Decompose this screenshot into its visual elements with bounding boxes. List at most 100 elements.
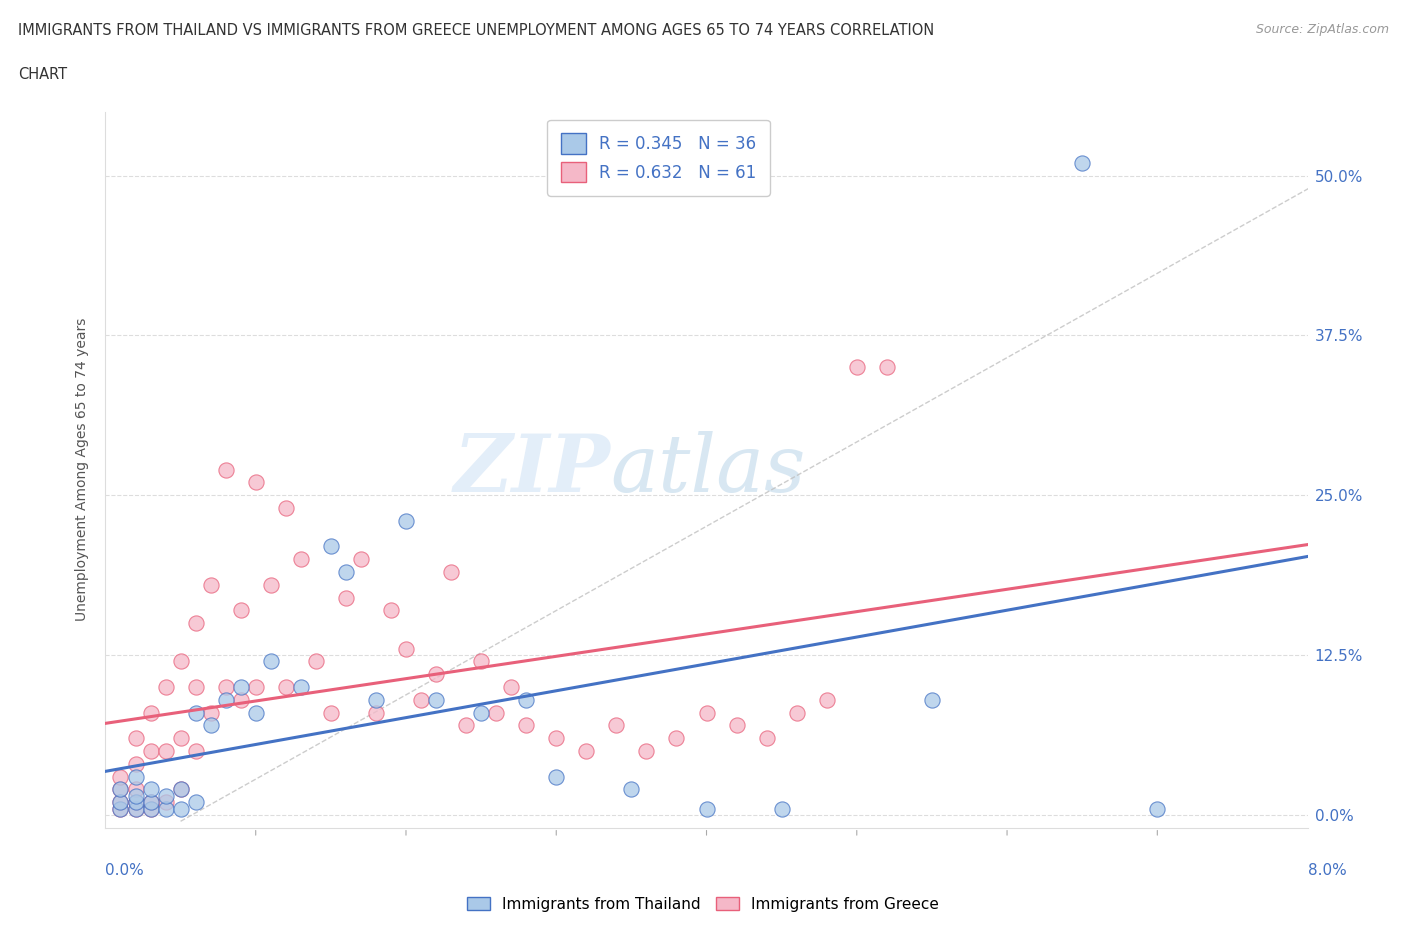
Point: [350, 551, 373, 566]
Point: [124, 794, 146, 809]
Point: [501, 680, 523, 695]
Text: CHART: CHART: [18, 67, 67, 82]
Point: [546, 731, 568, 746]
Point: [786, 705, 808, 720]
Point: [124, 782, 146, 797]
Point: [921, 692, 943, 708]
Point: [169, 782, 191, 797]
Point: [620, 782, 643, 797]
Point: [169, 731, 191, 746]
Point: [214, 462, 236, 477]
Point: [155, 789, 177, 804]
Point: [110, 782, 132, 797]
Text: Source: ZipAtlas.com: Source: ZipAtlas.com: [1256, 23, 1389, 36]
Point: [169, 654, 191, 669]
Point: [229, 603, 252, 618]
Point: [214, 680, 236, 695]
Point: [395, 642, 418, 657]
Point: [139, 801, 162, 816]
Text: ZIP: ZIP: [454, 431, 610, 509]
Point: [1146, 801, 1168, 816]
Point: [229, 692, 252, 708]
Point: [139, 794, 162, 809]
Point: [380, 603, 402, 618]
Point: [184, 616, 207, 631]
Point: [290, 680, 312, 695]
Point: [364, 692, 387, 708]
Point: [184, 744, 207, 759]
Point: [110, 794, 132, 809]
Point: [1071, 155, 1094, 170]
Point: [124, 789, 146, 804]
Point: [124, 731, 146, 746]
Point: [110, 782, 132, 797]
Point: [515, 692, 537, 708]
Point: [335, 565, 357, 579]
Text: atlas: atlas: [610, 431, 806, 509]
Point: [245, 475, 267, 490]
Point: [169, 782, 191, 797]
Point: [335, 591, 357, 605]
Point: [485, 705, 508, 720]
Point: [305, 654, 328, 669]
Point: [124, 801, 146, 816]
Point: [139, 794, 162, 809]
Point: [184, 680, 207, 695]
Point: [425, 667, 447, 682]
Point: [546, 769, 568, 784]
Point: [139, 801, 162, 816]
Text: IMMIGRANTS FROM THAILAND VS IMMIGRANTS FROM GREECE UNEMPLOYMENT AMONG AGES 65 TO: IMMIGRANTS FROM THAILAND VS IMMIGRANTS F…: [18, 23, 935, 38]
Point: [274, 500, 297, 515]
Point: [155, 680, 177, 695]
Point: [200, 578, 222, 592]
Point: [139, 782, 162, 797]
Point: [200, 705, 222, 720]
Point: [290, 551, 312, 566]
Point: [245, 705, 267, 720]
Point: [425, 692, 447, 708]
Point: [110, 794, 132, 809]
Legend: R = 0.345   N = 36, R = 0.632   N = 61: R = 0.345 N = 36, R = 0.632 N = 61: [547, 120, 769, 195]
Point: [454, 718, 477, 733]
Point: [124, 801, 146, 816]
Point: [110, 801, 132, 816]
Point: [696, 801, 718, 816]
Point: [575, 744, 598, 759]
Point: [229, 680, 252, 695]
Point: [155, 801, 177, 816]
Point: [200, 718, 222, 733]
Point: [110, 769, 132, 784]
Point: [876, 360, 898, 375]
Point: [696, 705, 718, 720]
Point: [169, 801, 191, 816]
Point: [515, 718, 537, 733]
Y-axis label: Unemployment Among Ages 65 to 74 years: Unemployment Among Ages 65 to 74 years: [76, 318, 90, 621]
Point: [319, 539, 342, 554]
Point: [605, 718, 627, 733]
Point: [274, 680, 297, 695]
Legend: Immigrants from Thailand, Immigrants from Greece: Immigrants from Thailand, Immigrants fro…: [461, 890, 945, 918]
Point: [124, 756, 146, 771]
Point: [155, 794, 177, 809]
Point: [260, 578, 283, 592]
Point: [725, 718, 748, 733]
Point: [470, 705, 492, 720]
Point: [124, 769, 146, 784]
Point: [815, 692, 838, 708]
Text: 8.0%: 8.0%: [1308, 863, 1347, 878]
Point: [470, 654, 492, 669]
Text: 0.0%: 0.0%: [105, 863, 145, 878]
Point: [395, 513, 418, 528]
Point: [755, 731, 778, 746]
Point: [139, 705, 162, 720]
Point: [184, 705, 207, 720]
Point: [245, 680, 267, 695]
Point: [364, 705, 387, 720]
Point: [636, 744, 658, 759]
Point: [845, 360, 868, 375]
Point: [155, 744, 177, 759]
Point: [124, 794, 146, 809]
Point: [440, 565, 463, 579]
Point: [409, 692, 432, 708]
Point: [665, 731, 688, 746]
